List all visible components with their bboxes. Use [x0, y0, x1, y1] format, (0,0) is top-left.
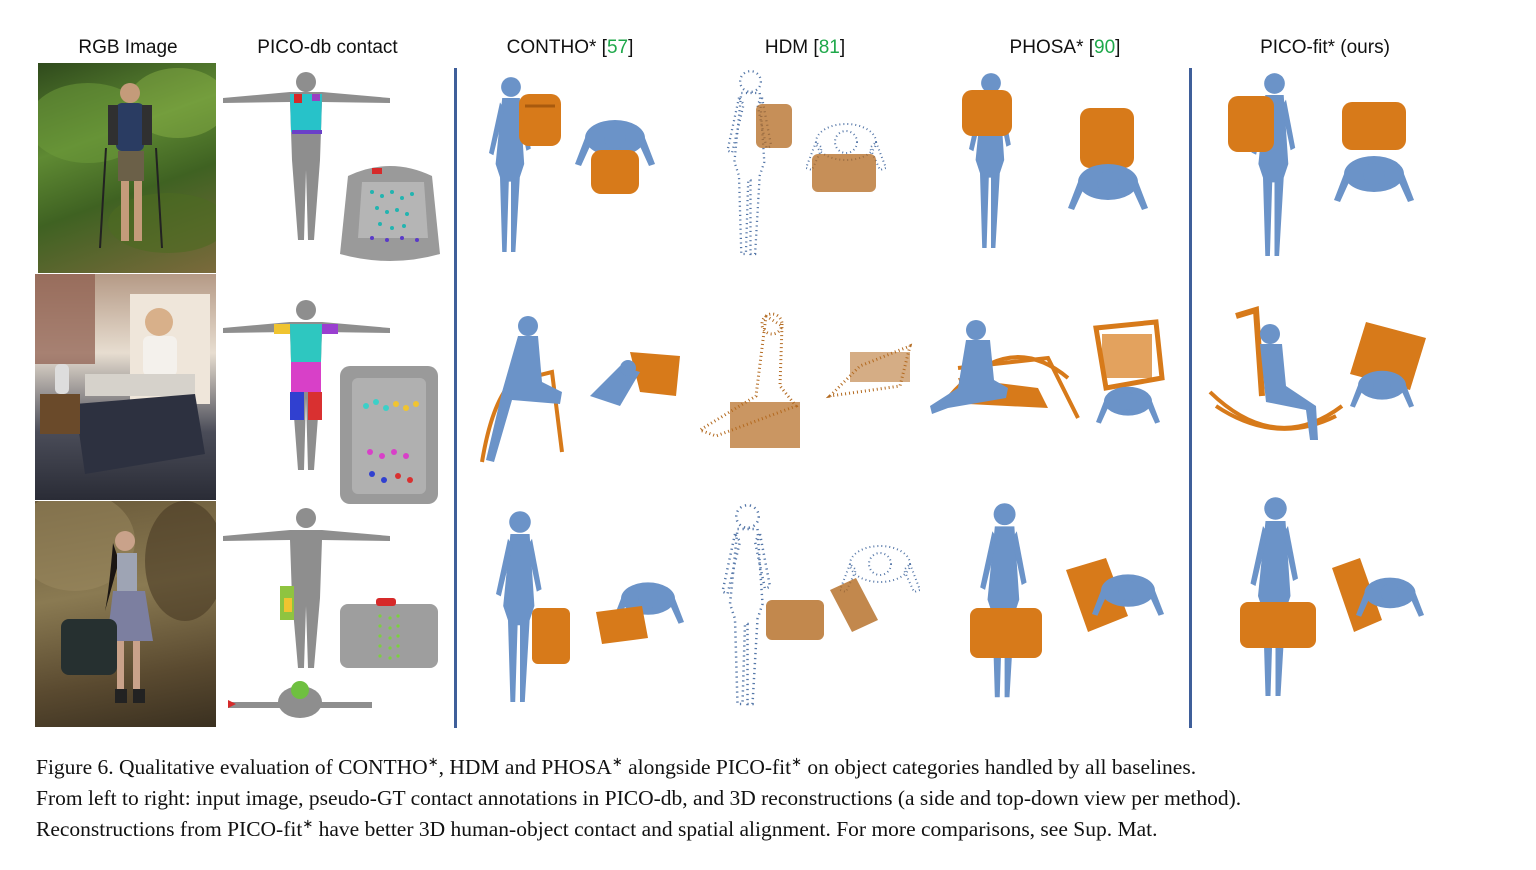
picofit-row3-top: [1330, 556, 1426, 636]
hdm-row3-suitcase: [764, 598, 826, 642]
contho-row3-suitcase: [528, 604, 574, 668]
caption-line-2: From left to right: input image, pseudo-…: [36, 786, 1242, 810]
picodb-body-row3-topdown: [226, 676, 374, 720]
contho-row3-top: [592, 568, 692, 648]
hdm-row2-top: [820, 336, 920, 412]
picofit-row3-suitcase: [1236, 598, 1320, 652]
hdm-row1-top: [805, 108, 887, 196]
citation-90[interactable]: 90: [1094, 37, 1116, 58]
hdm-row1-backpack: [752, 100, 796, 152]
phosa-row1-backpack: [958, 86, 1018, 142]
picodb-body-row2: [218, 298, 398, 476]
phosa-row2-top: [1086, 318, 1166, 428]
citation-81[interactable]: 81: [818, 37, 840, 58]
hdm-row3-top: [826, 530, 921, 634]
separator-right: [1189, 68, 1192, 728]
contho-row2-top: [580, 346, 690, 410]
hdm-row1-side: [716, 70, 776, 260]
picodb-object-row1-backpack: [332, 158, 450, 266]
picofit-row2-top: [1346, 318, 1430, 418]
phosa-row2-side: [928, 318, 1082, 428]
picodb-object-row2-chair: [336, 362, 442, 508]
hdm-row2-side: [696, 306, 816, 476]
header-hdm: HDM [81]: [764, 37, 846, 58]
rgb-photo-suitcase-woman: [15, 491, 225, 727]
picodb-body-row1: [218, 70, 398, 245]
figure-caption: Figure 6. Qualitative evaluation of CONT…: [36, 752, 1436, 845]
picofit-row1-backpack: [1224, 92, 1278, 156]
phosa-row3-top: [1062, 556, 1172, 636]
figure-6: RGB Image PICO-db contact CONTHO* [57] H…: [15, 37, 1430, 728]
separator-left: [454, 68, 457, 728]
picodb-body-row3: [218, 506, 398, 672]
contho-row2-side: [472, 312, 572, 476]
picodb-object-row3-suitcase: [334, 596, 444, 672]
phosa-row1-top: [1068, 104, 1148, 214]
phosa-row3-side: [968, 502, 1042, 702]
header-contho: CONTHO* [57]: [506, 37, 634, 58]
header-phosa: PHOSA* [90]: [1009, 37, 1121, 58]
contho-row1-backpack: [515, 90, 565, 150]
picofit-row1-top: [1334, 100, 1414, 210]
phosa-row3-suitcase: [966, 604, 1046, 662]
picofit-row2-side: [1206, 306, 1346, 446]
citation-57[interactable]: 57: [606, 37, 629, 58]
rgb-photo-hiker: [28, 63, 228, 273]
caption-line-3: Reconstructions from PICO-fit∗ have bett…: [36, 815, 1158, 841]
header-rgb-image: RGB Image: [78, 37, 178, 58]
caption-line-1: Figure 6. Qualitative evaluation of CONT…: [36, 753, 1197, 779]
header-pico-db-contact: PICO-db contact: [257, 37, 398, 58]
rgb-photo-chair-woman: [35, 274, 216, 500]
header-pico-fit: PICO-fit* (ours): [1260, 37, 1390, 58]
contho-row1-top: [575, 104, 655, 200]
